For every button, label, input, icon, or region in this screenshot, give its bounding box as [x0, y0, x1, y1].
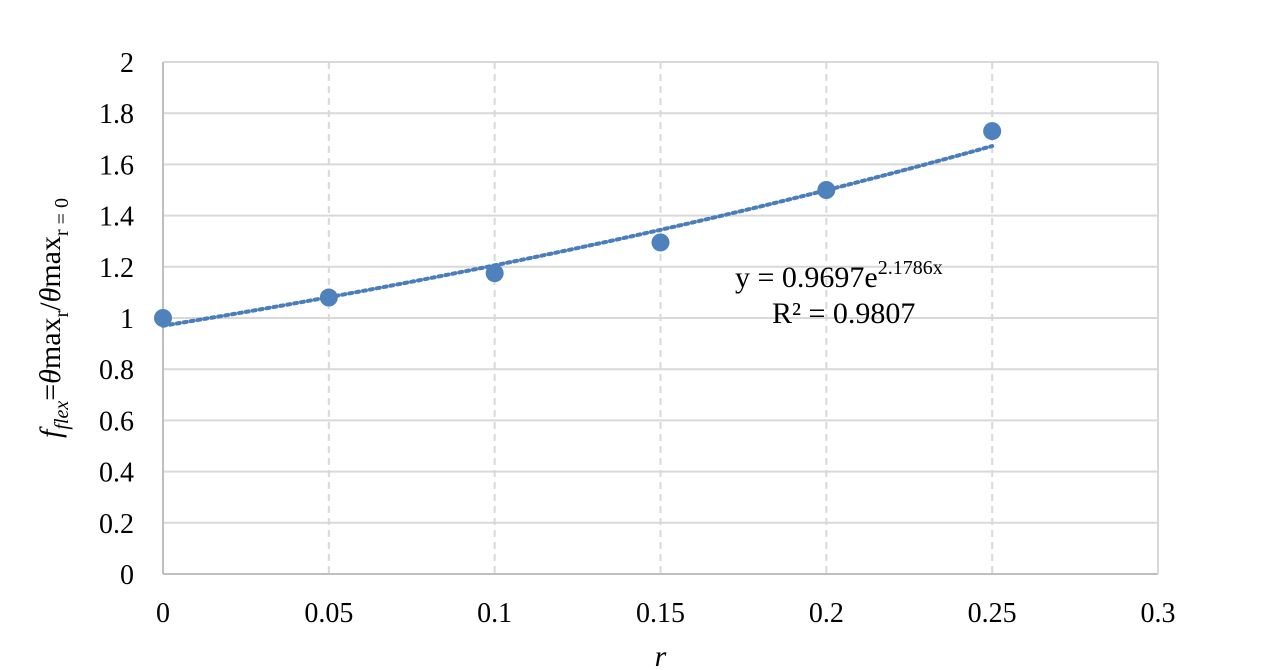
y-tick-label: 0.2	[99, 509, 134, 540]
y-tick-label: 0.6	[99, 406, 134, 437]
y-axis-title-part: max	[34, 236, 67, 288]
data-point	[319, 288, 338, 307]
y-tick-labels: 0 0.2 0.4 0.6 0.8 1 1.2 1.4 1.6 1.8 2	[99, 48, 134, 591]
y-tick-label: 1.4	[99, 202, 134, 233]
y-axis-title-part: r	[51, 310, 73, 317]
y-axis-title: fflex=θmaxr/θmaxr = 0	[34, 198, 73, 438]
x-tick-label: 0.05	[304, 598, 353, 629]
grid	[162, 61, 1159, 575]
y-tick-label: 0.4	[99, 458, 134, 489]
trendline-r2: R² = 0.9807	[772, 297, 915, 330]
y-tick-label: 0.8	[99, 355, 134, 386]
y-tick-label: 1	[120, 304, 134, 335]
x-tick-label: 0.3	[1141, 598, 1176, 629]
trendline	[161, 144, 995, 328]
trendline-layer	[161, 144, 995, 328]
x-axis-title: r	[655, 640, 667, 670]
x-tick-label: 0	[156, 598, 170, 629]
y-tick-label: 1.8	[99, 99, 134, 130]
y-axis-title-part: =	[34, 384, 67, 401]
y-tick-label: 0	[120, 560, 134, 591]
x-tick-label: 0.1	[477, 598, 512, 629]
data-point	[983, 122, 1002, 141]
y-axis-title-part: θ	[34, 369, 67, 384]
y-axis-title-part: max	[34, 317, 67, 369]
data-points	[154, 122, 1002, 327]
trendline-equation: y = 0.9697e2.1786x	[735, 257, 943, 294]
data-point	[651, 233, 670, 252]
x-tick-labels: 0 0.05 0.1 0.15 0.2 0.25 0.3	[156, 598, 1176, 629]
y-tick-label: 1.6	[99, 150, 134, 181]
y-axis-title-part: flex	[51, 401, 73, 430]
y-tick-label: 1.2	[99, 253, 134, 284]
data-point	[817, 181, 836, 199]
y-axis-title-part: /	[34, 302, 67, 311]
x-tick-label: 0.15	[636, 598, 685, 629]
x-tick-label: 0.25	[968, 598, 1017, 629]
data-point	[154, 309, 172, 327]
equation-base: y = 0.9697e	[735, 261, 878, 294]
equation-exponent: 2.1786x	[878, 257, 943, 279]
y-axis-title-part: r = 0	[51, 198, 73, 236]
y-tick-label: 2	[120, 48, 134, 79]
y-axis-title-part: θ	[34, 287, 67, 302]
data-point	[485, 264, 504, 283]
x-tick-label: 0.2	[809, 598, 844, 629]
